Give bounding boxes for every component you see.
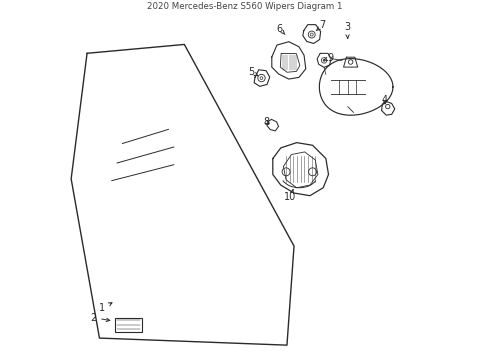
- Text: 10: 10: [284, 189, 296, 202]
- Text: 8: 8: [263, 117, 269, 127]
- Text: 2020 Mercedes-Benz S560 Wipers Diagram 1: 2020 Mercedes-Benz S560 Wipers Diagram 1: [146, 2, 342, 11]
- Text: 6: 6: [276, 23, 285, 35]
- Text: 3: 3: [344, 22, 349, 38]
- Text: 1: 1: [99, 303, 112, 313]
- Text: 9: 9: [323, 53, 332, 63]
- Text: 2: 2: [90, 312, 110, 323]
- Bar: [115, 318, 142, 332]
- Text: 7: 7: [316, 20, 325, 31]
- Text: 4: 4: [381, 95, 387, 105]
- Text: 5: 5: [248, 67, 257, 77]
